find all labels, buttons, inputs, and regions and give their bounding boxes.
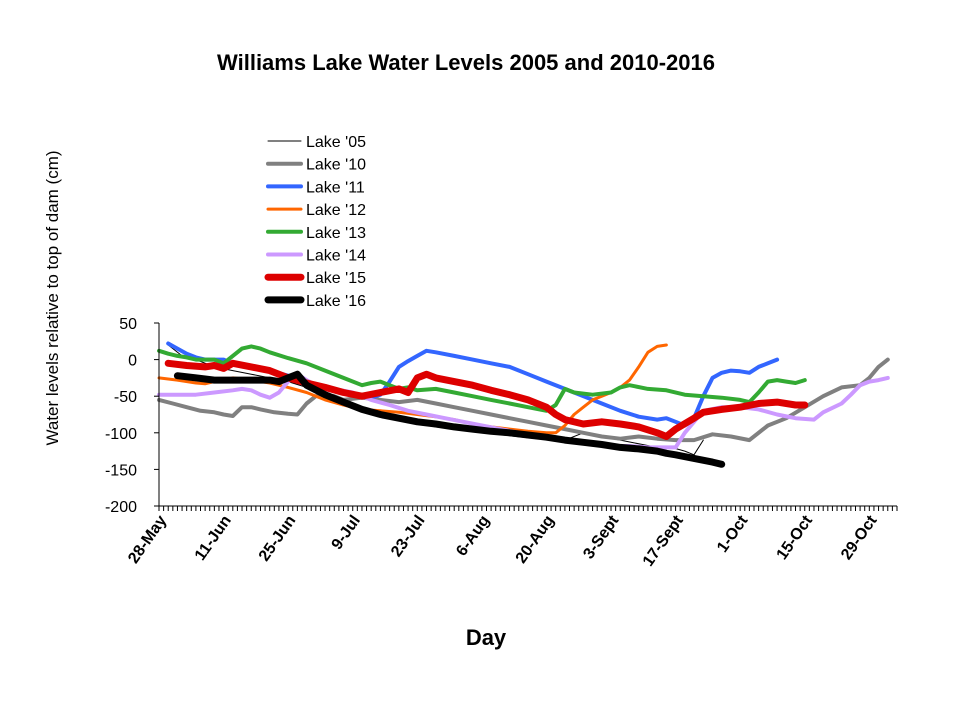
x-tick-label: 20-Aug	[513, 513, 558, 567]
series-layer	[157, 341, 890, 468]
legend-entry: Lake '12	[306, 202, 366, 219]
x-tick-label: 29-Oct	[838, 512, 881, 563]
series-line-4	[157, 344, 807, 413]
series-line-1	[157, 357, 890, 443]
legend-entry: Lake '11	[306, 179, 365, 196]
x-tick-label: 28-May	[125, 512, 170, 566]
legend-entry: Lake '10	[306, 157, 366, 174]
x-tick-label: 3-Sept	[580, 512, 622, 562]
x-tick-label: 1-Oct	[714, 512, 752, 556]
x-tick-label: 25-Jun	[256, 513, 300, 565]
y-tick-label: -100	[105, 426, 137, 443]
y-tick-label: -50	[114, 389, 137, 406]
y-tick-label: 50	[119, 316, 137, 333]
x-tick-label: 6-Aug	[453, 513, 493, 560]
x-tick-label: 9-Jul	[329, 513, 364, 553]
y-tick-label: 0	[128, 353, 137, 370]
chart-title: Williams Lake Water Levels 2005 and 2010…	[217, 50, 715, 75]
legend-entry: Lake '15	[306, 270, 366, 287]
x-tick-label: 15-Oct	[774, 512, 817, 563]
legend: Lake '05 Lake '10 Lake '11 Lake '12 Lake '13…	[264, 134, 366, 310]
series-line-7	[173, 370, 726, 468]
x-axis-label: Day	[466, 625, 507, 650]
legend-entry: Lake '13	[306, 225, 366, 242]
series-line-6	[164, 359, 809, 440]
legend-entry: Lake '14	[306, 248, 366, 265]
x-tick-label: 23-Jul	[388, 513, 428, 561]
y-tick-label: -150	[105, 462, 137, 479]
legend-entry: Lake '16	[306, 293, 366, 310]
x-tick-label: 11-Jun	[192, 513, 235, 564]
legend-entry: Lake '05	[306, 134, 366, 151]
x-tick-label: 17-Sept	[640, 512, 687, 570]
y-tick-label: -200	[105, 499, 137, 516]
y-axis-label: Water levels relative to top of dam (cm)	[43, 150, 62, 445]
